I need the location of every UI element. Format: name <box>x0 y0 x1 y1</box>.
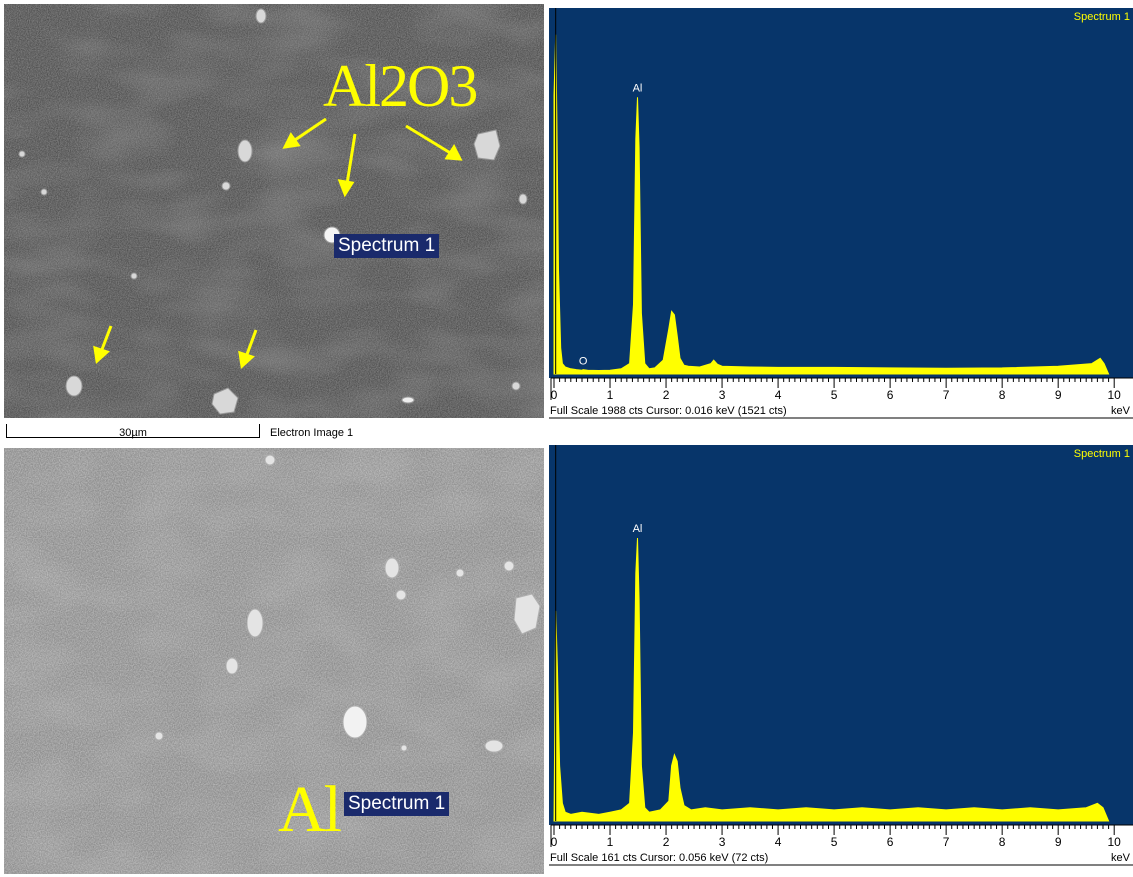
spectrum-title: Spectrum 1 <box>1074 11 1130 23</box>
x-tick-label: 2 <box>663 388 670 402</box>
spectrum-label-bottom: Spectrum 1 <box>344 792 449 816</box>
x-tick-label: 10 <box>1108 388 1122 402</box>
x-tick-label: 8 <box>999 388 1006 402</box>
x-tick-label: 8 <box>999 835 1006 849</box>
peak-label-o: O <box>579 356 588 368</box>
x-tick-label: 1 <box>607 388 614 402</box>
x-tick-label: 5 <box>831 388 838 402</box>
peak-label-al: Al <box>633 523 643 535</box>
axis-strip <box>549 825 1133 877</box>
x-tick-label: 4 <box>775 388 782 402</box>
spectrum-chart-bottom: Spectrum 1 Al 0 1 2 3 4 5 6 7 8 9 10 Full Scale 161 c… <box>546 445 1133 877</box>
al2o3-label: Al2O3 <box>323 56 476 116</box>
x-tick-label: 6 <box>887 835 894 849</box>
electron-image-label: Electron Image 1 <box>270 427 353 439</box>
eds-spectrum-top: Spectrum 1 Al O 0 1 2 3 4 5 6 7 8 9 10 Full Scale 1988… <box>546 8 1133 430</box>
x-tick-label: 7 <box>943 835 950 849</box>
peak-label-al: Al <box>633 82 643 94</box>
x-tick-label: 10 <box>1108 835 1122 849</box>
x-axis-label: keV <box>1111 852 1131 864</box>
sem-texture-bottom <box>4 448 544 874</box>
al-label: Al <box>278 777 340 843</box>
x-tick-label: 1 <box>607 835 614 849</box>
scale-bar-row: 30µm Electron Image 1 <box>4 418 544 440</box>
axis-strip <box>549 378 1133 430</box>
spectrum-chart-top: Spectrum 1 Al O 0 1 2 3 4 5 6 7 8 9 10 Full Scale 1988… <box>546 8 1133 430</box>
spectrum-label-top: Spectrum 1 <box>334 234 439 258</box>
scale-bar-label: 30µm <box>4 427 262 439</box>
x-axis-label: keV <box>1111 405 1131 417</box>
sem-image-bottom <box>4 448 544 874</box>
x-tick-label: 0 <box>551 388 558 402</box>
x-tick-label: 9 <box>1055 388 1062 402</box>
x-tick-label: 3 <box>719 835 726 849</box>
x-tick-label: 7 <box>943 388 950 402</box>
x-tick-label: 0 <box>551 835 558 849</box>
x-tick-label: 4 <box>775 835 782 849</box>
x-tick-label: 3 <box>719 388 726 402</box>
spectrum-footer: Full Scale 161 cts Cursor: 0.056 keV (72… <box>550 852 768 864</box>
spectrum-title: Spectrum 1 <box>1074 448 1130 460</box>
x-tick-label: 2 <box>663 835 670 849</box>
x-tick-label: 5 <box>831 835 838 849</box>
eds-spectrum-bottom: Spectrum 1 Al 0 1 2 3 4 5 6 7 8 9 10 Full Scale 161 c… <box>546 445 1133 877</box>
spectrum-footer: Full Scale 1988 cts Cursor: 0.016 keV (1… <box>550 405 787 417</box>
x-tick-label: 6 <box>887 388 894 402</box>
x-tick-label: 9 <box>1055 835 1062 849</box>
